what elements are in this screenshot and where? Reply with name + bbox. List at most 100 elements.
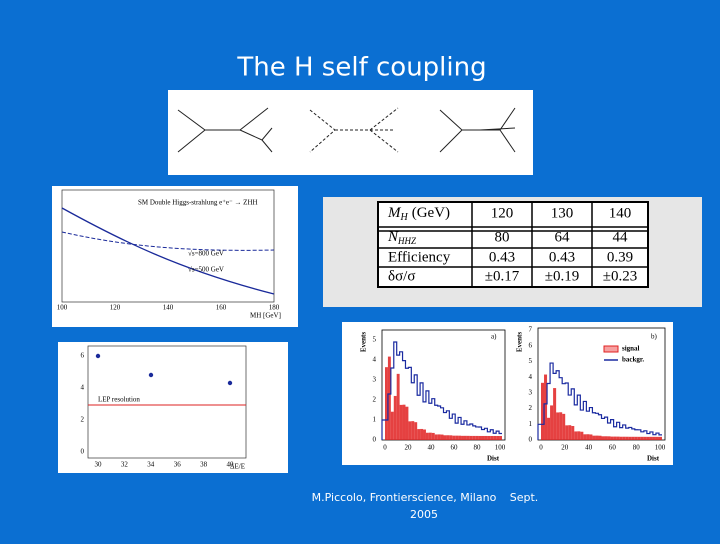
signal-bin <box>478 435 482 440</box>
xsec-plot: SM Double Higgs-strahlung e⁺e⁻ → ZHH √s=… <box>52 186 298 327</box>
y-tick-label: 1 <box>529 420 533 428</box>
signal-bin <box>568 425 572 440</box>
x-tick-label: 140 <box>163 304 174 312</box>
signal-bin <box>484 435 488 440</box>
cell: 0.43 <box>549 249 575 265</box>
signal-bin <box>607 436 611 440</box>
x-tick-label: 38 <box>200 461 208 469</box>
signal-bin <box>402 404 406 440</box>
x-tick-label: 30 <box>95 461 103 469</box>
signal-bin <box>610 436 614 440</box>
signal-bin <box>472 435 476 440</box>
y-tick-label: 2 <box>81 416 85 424</box>
x-tick-label: 60 <box>451 444 459 452</box>
signal-bin <box>625 436 629 440</box>
y-tick-label: 4 <box>529 373 533 381</box>
signal-bin <box>405 406 409 440</box>
signal-bin <box>595 435 599 440</box>
x-tick-label: 60 <box>609 444 617 452</box>
signal-bin <box>601 436 605 440</box>
signal-bin <box>541 382 545 440</box>
y-tick-label: 3 <box>373 376 377 384</box>
x-tick-label: 20 <box>405 444 413 452</box>
panel-label: b) <box>651 333 658 341</box>
histogram-image <box>342 322 673 465</box>
row-label-subscript: HHZ <box>397 236 417 246</box>
signal-bin <box>628 436 632 440</box>
signal-bin <box>414 422 418 440</box>
header-cell: 120 <box>491 205 514 221</box>
y-tick-label: 1 <box>373 416 377 424</box>
signal-bin <box>649 436 653 440</box>
cell: 64 <box>555 229 571 245</box>
signal-bin <box>592 435 596 440</box>
signal-bin <box>496 435 500 440</box>
y-tick-label: 0 <box>373 436 377 444</box>
signal-bin <box>452 435 456 440</box>
cell: 0.43 <box>489 249 515 265</box>
signal-bin <box>598 435 602 440</box>
footer-month: Sept. <box>510 491 539 504</box>
y-tick-label: 2 <box>529 404 533 412</box>
signal-bin <box>604 436 608 440</box>
y-tick-label: 0 <box>529 436 533 444</box>
signal-bin <box>646 436 650 440</box>
signal-bin <box>411 421 415 440</box>
axis-label: MH [GeV] <box>250 312 281 320</box>
cell: 0.39 <box>607 249 633 265</box>
curve-label: √s=500 GeV <box>188 266 224 274</box>
signal-bin <box>475 435 479 440</box>
x-tick-label: 100 <box>495 444 506 452</box>
y-tick-label: 4 <box>81 384 85 392</box>
signal-bin <box>490 435 494 440</box>
title: The H self coupling <box>236 53 486 83</box>
header-cell: 140 <box>609 205 632 221</box>
signal-bin <box>417 429 421 440</box>
x-tick-label: 40 <box>227 461 235 469</box>
signal-bin <box>396 373 400 440</box>
signal-bin <box>583 434 587 440</box>
x-tick-label: 0 <box>383 444 387 452</box>
row-label: NHHZ <box>387 229 417 246</box>
signal-bin <box>393 395 397 440</box>
signal-bin <box>634 436 638 440</box>
resolution-plot: LEP resolution ΔE/E 30 32 34 36 38 40 0 2 4 6 <box>58 342 288 473</box>
signal-bin <box>565 425 569 440</box>
signal-bin <box>550 405 554 440</box>
axis-label: Dist <box>647 455 660 463</box>
signal-bin <box>643 436 647 440</box>
signal-bin <box>466 435 470 440</box>
cell: 44 <box>613 229 629 245</box>
line-label: LEP resolution <box>98 396 140 404</box>
signal-bin <box>455 435 459 440</box>
row-label: Efficiency <box>388 249 451 265</box>
signal-bin <box>463 435 467 440</box>
x-tick-label: 80 <box>474 444 482 452</box>
signal-bin <box>458 435 462 440</box>
x-tick-label: 32 <box>121 461 129 469</box>
signal-bin <box>431 432 435 440</box>
signal-bin <box>553 388 557 440</box>
y-tick-label: 0 <box>81 448 85 456</box>
cell: ±0.19 <box>545 268 579 284</box>
signal-bin <box>385 367 388 440</box>
y-tick-label: 7 <box>529 326 533 334</box>
footer-year: 2005 <box>410 508 438 521</box>
signal-bin <box>437 434 441 440</box>
signal-bin <box>574 431 578 440</box>
signal-bin <box>499 435 502 440</box>
legend-swatch <box>603 345 619 353</box>
row-label: δσ/σ <box>388 268 415 284</box>
x-tick-label: 100 <box>57 304 68 312</box>
y-tick-label: 6 <box>81 352 85 360</box>
signal-bin <box>420 428 424 440</box>
signal-bin <box>655 436 659 440</box>
legend-label: signal <box>622 345 640 353</box>
cell: ±0.23 <box>603 268 637 284</box>
signal-bin <box>481 435 485 440</box>
signal-bin <box>631 436 635 440</box>
x-tick-label: 100 <box>655 444 666 452</box>
x-tick-label: 36 <box>174 461 182 469</box>
x-tick-label: 160 <box>216 304 227 312</box>
signal-bin <box>586 434 590 440</box>
